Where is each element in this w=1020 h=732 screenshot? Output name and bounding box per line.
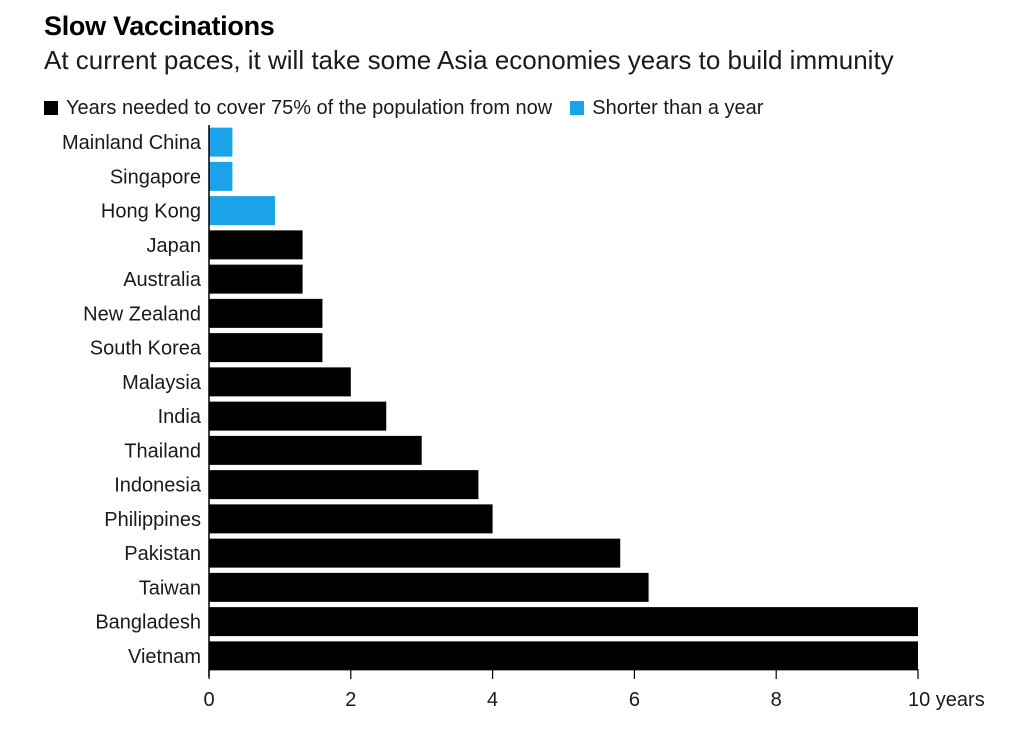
category-label-mainland-china: Mainland China [62, 132, 202, 154]
legend-label-years-needed: Years needed to cover 75% of the populat… [66, 96, 553, 119]
category-label-vietnam: Vietnam [128, 646, 201, 668]
bar-south-korea [209, 333, 323, 363]
legend-label-shorter-than-year: Shorter than a year [592, 96, 764, 119]
category-label-australia: Australia [123, 269, 202, 291]
legend-item-years-needed: Years needed to cover 75% of the populat… [44, 97, 552, 120]
chart-title: Slow Vaccinations [44, 11, 275, 41]
category-label-malaysia: Malaysia [122, 372, 202, 394]
x-tick-label-0: 0 [203, 689, 214, 711]
category-label-taiwan: Taiwan [139, 577, 201, 599]
bar-hong-kong [209, 196, 275, 226]
x-tick-label-6: 6 [629, 689, 640, 711]
bar-malaysia [209, 367, 351, 397]
bar-pakistan [209, 538, 621, 568]
bar-thailand [209, 435, 422, 465]
category-label-philippines: Philippines [104, 509, 201, 531]
bar-taiwan [209, 572, 649, 602]
x-tick-label-8: 8 [771, 689, 782, 711]
chart-subtitle: At current paces, it will take some Asia… [44, 45, 894, 75]
bar-singapore [209, 161, 233, 191]
category-label-singapore: Singapore [110, 166, 201, 188]
bar-india [209, 401, 387, 431]
category-label-japan: Japan [147, 235, 202, 257]
bar-philippines [209, 504, 493, 534]
bar-new-zealand [209, 298, 323, 328]
x-tick-label-4: 4 [487, 689, 498, 711]
legend-swatch-blue [570, 101, 585, 115]
bar-bangladesh [209, 607, 918, 637]
bar-mainland-china [209, 127, 233, 157]
category-label-pakistan: Pakistan [124, 543, 201, 565]
category-label-indonesia: Indonesia [114, 475, 202, 497]
x-tick-label-10: 10 years [908, 689, 985, 711]
category-label-india: India [158, 406, 202, 428]
category-label-south-korea: South Korea [90, 338, 202, 360]
x-tick-label-2: 2 [345, 689, 356, 711]
category-label-thailand: Thailand [124, 440, 201, 462]
bar-vietnam [209, 641, 918, 671]
legend-item-shorter-than-year: Shorter than a year [570, 97, 763, 120]
category-label-bangladesh: Bangladesh [95, 612, 201, 634]
category-label-new-zealand: New Zealand [83, 303, 201, 325]
bar-australia [209, 264, 303, 294]
bar-indonesia [209, 470, 479, 500]
legend-swatch-black [44, 101, 58, 115]
chart-legend: Years needed to cover 75% of the populat… [44, 95, 781, 121]
bar-japan [209, 230, 303, 260]
category-label-hong-kong: Hong Kong [101, 201, 201, 223]
